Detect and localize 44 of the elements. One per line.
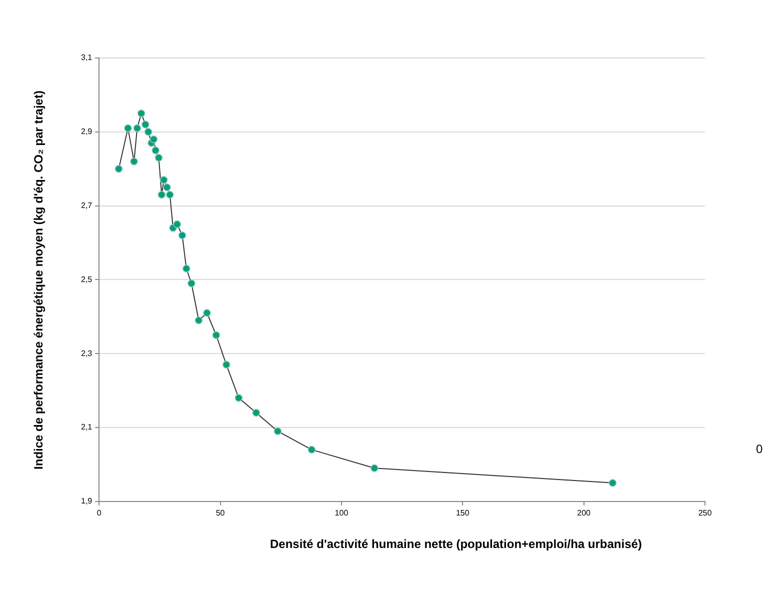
point — [252, 408, 260, 417]
point — [124, 124, 132, 132]
x-tick-label: 0 — [96, 508, 102, 518]
point — [137, 110, 146, 118]
y-tick-label: 2,3 — [80, 348, 93, 358]
point — [114, 164, 123, 173]
y-tick-label: 1,9 — [80, 496, 93, 506]
y-axis-title: Indice de performance énergétique moyen (kg d'éq. CO₂ par trajet) — [31, 90, 45, 470]
point — [154, 154, 163, 162]
y-tick-label: 2,5 — [80, 274, 93, 284]
point — [142, 120, 150, 128]
point — [222, 360, 230, 369]
point — [163, 183, 171, 192]
x-tick-label: 100 — [334, 508, 349, 518]
x-tick-label: 200 — [577, 508, 592, 518]
point — [274, 427, 282, 436]
point — [144, 128, 152, 136]
point — [130, 158, 138, 166]
point — [212, 331, 220, 340]
x-tick-label: 50 — [216, 508, 226, 518]
x-tick-label: 250 — [698, 508, 712, 518]
point — [166, 190, 174, 199]
point — [182, 264, 190, 273]
point — [173, 220, 182, 228]
y-tick-label: 2,1 — [80, 422, 93, 432]
point — [152, 146, 160, 154]
point — [370, 464, 378, 472]
point — [178, 231, 186, 240]
point — [203, 309, 211, 317]
point — [308, 446, 316, 454]
y-tick-label: 2,7 — [80, 201, 93, 210]
point — [158, 190, 166, 199]
text: 0 — [756, 442, 763, 456]
point — [194, 316, 203, 324]
point — [133, 124, 142, 132]
y-tick-label: 2,9 — [80, 127, 93, 136]
point — [150, 135, 158, 144]
point — [188, 279, 196, 288]
y-tick-label: 3,1 — [80, 53, 93, 62]
point — [234, 394, 243, 402]
point — [160, 176, 168, 184]
x-tick-label: 150 — [456, 508, 470, 518]
x-axis-title: Densité d'activité humaine nette (population+emploi/ha urbanisé) — [270, 537, 642, 551]
point — [608, 479, 617, 487]
